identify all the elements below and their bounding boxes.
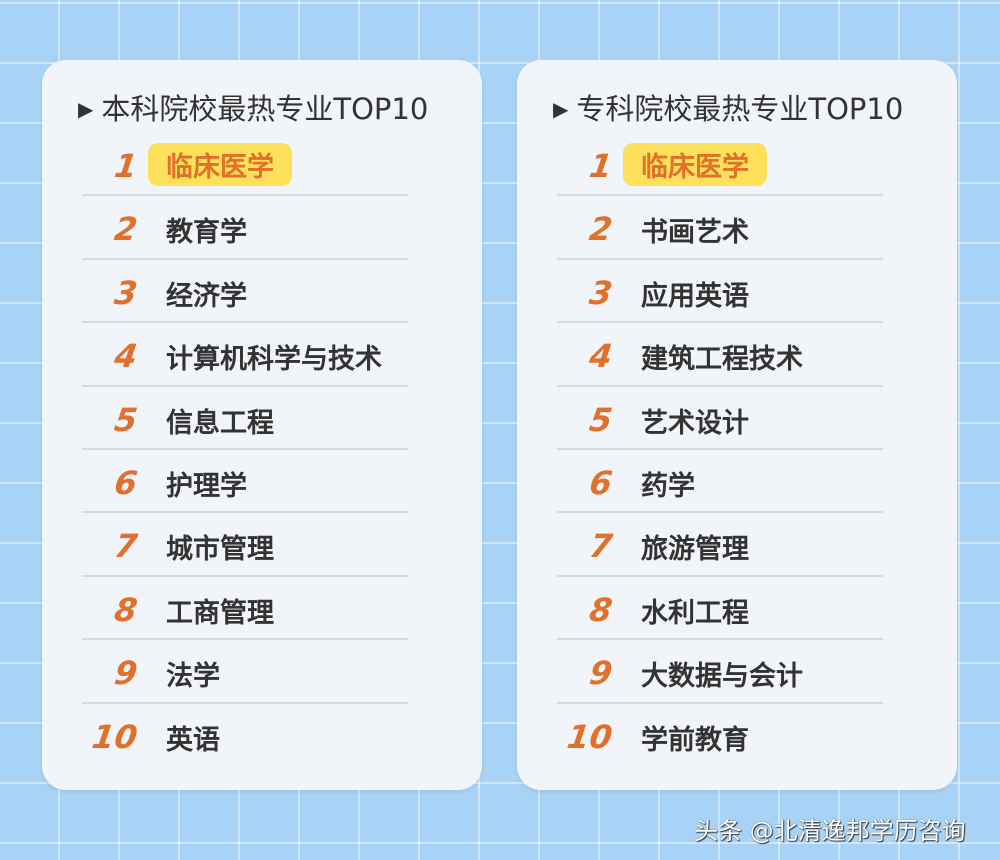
major-name: 学前教育 [641,724,749,756]
list-item: 2 书画艺术 [557,196,883,260]
major-name: 法学 [166,661,220,693]
major-name: 临床医学 [623,143,767,186]
list-item: 9 法学 [82,640,408,704]
divider [557,384,883,387]
major-name: 临床医学 [148,143,292,186]
rank-number: 8 [587,590,615,629]
major-name: 艺术设计 [641,407,749,439]
major-name: 计算机科学与技术 [166,344,382,376]
divider [557,511,883,514]
major-name: 水利工程 [641,597,749,629]
panel-title: ▶ 专科院校最热专业TOP10 [553,92,904,126]
list-item: 7 旅游管理 [557,513,883,577]
divider [557,447,883,450]
list-item: 5 艺术设计 [557,387,883,450]
rank-number: 10 [89,717,140,756]
rank-number: 9 [587,654,615,693]
rank-number: 4 [587,337,615,376]
major-name: 旅游管理 [641,534,749,566]
watermark: 头条 @北清逸邦学历咨询 [694,817,966,845]
list-item: 6 药学 [557,450,883,514]
rank-number: 5 [112,400,140,439]
college-panel: ▶ 专科院校最热专业TOP10 1 临床医学 2 书画艺术 3 应用英语 4 建筑工程技术 5 艺术… [517,60,957,790]
divider [82,384,408,387]
major-name: 经济学 [166,280,247,312]
rank-number: 2 [112,210,140,249]
divider [82,638,408,641]
major-name: 护理学 [166,471,247,502]
major-name: 城市管理 [166,534,274,566]
major-name: 信息工程 [166,407,274,439]
major-name: 书画艺术 [641,217,749,249]
divider [557,257,883,260]
rank-number: 5 [587,400,615,439]
list-item: 3 应用英语 [557,260,883,324]
list-item: 2 教育学 [82,196,408,260]
list-item: 1 临床医学 [82,133,408,197]
rank-number: 7 [112,527,140,566]
list-item: 9 大数据与会计 [557,640,883,704]
major-name: 大数据与会计 [641,661,803,693]
list-item: 8 水利工程 [557,577,883,641]
list-item: 4 计算机科学与技术 [82,323,408,387]
rank-number: 9 [112,654,140,693]
list-item: 1 临床医学 [557,133,883,197]
divider [557,574,883,577]
list-item: 8 工商管理 [82,577,408,641]
list-item: 7 城市管理 [82,513,408,577]
triangle-icon: ▶ [553,97,569,121]
triangle-icon: ▶ [78,97,94,121]
major-name: 工商管理 [166,597,274,629]
rank-number: 6 [587,464,615,502]
rank-number: 3 [112,273,140,312]
rank-number: 8 [112,590,140,629]
major-name: 英语 [166,724,220,756]
rank-number: 4 [112,337,140,376]
divider [557,194,883,197]
major-name: 教育学 [166,217,247,249]
rank-number: 10 [564,717,615,756]
major-name: 药学 [641,471,695,502]
divider [82,701,408,704]
divider [557,321,883,324]
divider [82,321,408,324]
rank-number: 3 [587,273,615,312]
divider [82,574,408,577]
list-item: 4 建筑工程技术 [557,323,883,387]
major-name: 应用英语 [641,280,749,312]
major-name: 建筑工程技术 [641,344,803,376]
rank-number: 7 [587,527,615,566]
undergrad-panel: ▶ 本科院校最热专业TOP10 1 临床医学 2 教育学 3 经济学 4 计算机科学与技术 5 信息… [42,60,482,790]
rank-number: 6 [112,464,140,502]
divider [82,257,408,260]
list-item: 3 经济学 [82,260,408,324]
divider [82,447,408,450]
divider [557,701,883,704]
list-item: 10 学前教育 [557,704,883,767]
list-item: 10 英语 [82,704,408,767]
panel-title: ▶ 本科院校最热专业TOP10 [78,92,429,126]
rank-number: 1 [112,147,140,185]
divider [82,511,408,514]
list-item: 6 护理学 [82,450,408,514]
divider [82,194,408,197]
rank-number: 1 [587,147,615,185]
divider [557,638,883,641]
list-item: 5 信息工程 [82,387,408,450]
rank-number: 2 [587,210,615,249]
